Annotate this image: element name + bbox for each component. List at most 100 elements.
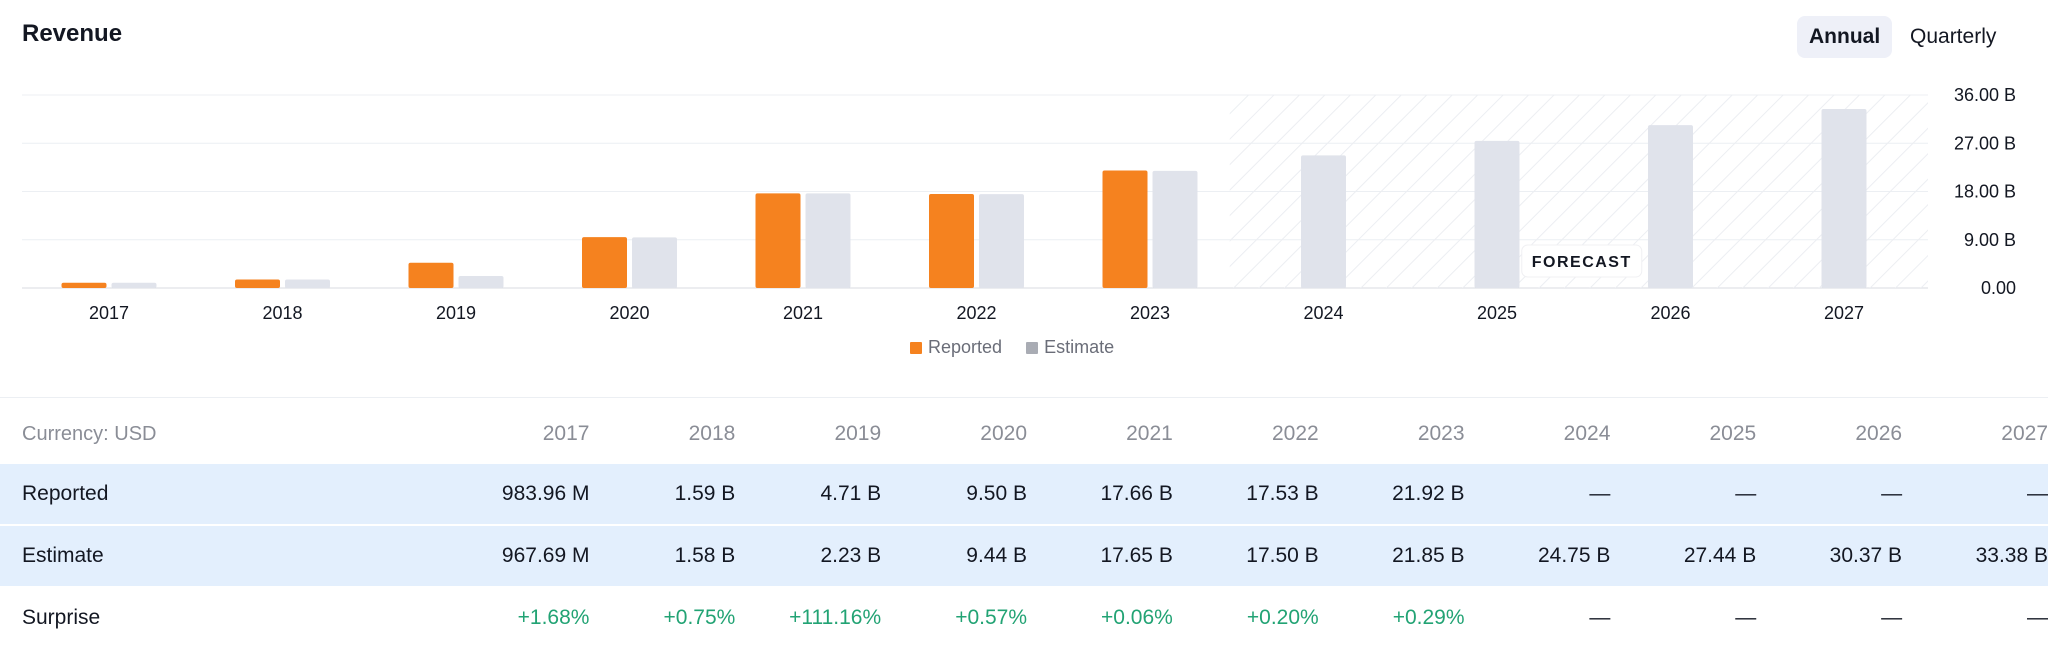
bar-estimate	[1474, 140, 1520, 288]
chart-legend: Reported Estimate	[910, 337, 1114, 358]
x-tick-label: 2024	[1303, 303, 1343, 323]
table-cell: —	[1881, 606, 1903, 629]
table-cell: —	[1735, 606, 1757, 629]
year-header: 2027	[2001, 422, 2048, 445]
table-cell: —	[1589, 606, 1611, 629]
legend-item-reported[interactable]: Reported	[910, 337, 1002, 358]
table-cell: —	[1756, 464, 1903, 526]
year-header: 2021	[1126, 422, 1173, 445]
table-cell: 9.44 B	[881, 525, 1027, 588]
bar-estimate	[632, 237, 677, 288]
bar-estimate	[1648, 125, 1693, 288]
bar-estimate	[111, 282, 157, 288]
table-cell: +0.06%	[1101, 606, 1173, 629]
bar-reported	[929, 194, 974, 288]
x-tick-label: 2026	[1650, 303, 1690, 323]
table-cell: 17.65 B	[1027, 525, 1173, 588]
x-tick-label: 2027	[1824, 303, 1864, 323]
table-cell: +111.16%	[789, 606, 882, 629]
year-header: 2019	[834, 422, 882, 445]
bar-reported	[408, 262, 454, 288]
row-label: Surprise	[22, 606, 101, 629]
forecast-label: FORECAST	[1532, 254, 1632, 271]
table-cell: 30.37 B	[1756, 525, 1903, 588]
page-title: Revenue	[22, 20, 123, 47]
table-cell: +0.20%	[1246, 606, 1319, 629]
quarterly-toggle-button[interactable]: Quarterly	[1910, 25, 1997, 48]
year-header: 2026	[1855, 422, 1903, 445]
bar-reported	[582, 237, 627, 288]
table-header-row: Currency: USD 2017 2018 2019 2020 2021 2…	[0, 398, 2048, 464]
header: Revenue Annual Quarterly	[0, 0, 2048, 70]
table-cell: 2.23 B	[735, 525, 882, 588]
bar-reported	[1102, 170, 1148, 288]
bar-estimate	[458, 276, 504, 288]
table-cell: 24.75 B	[1464, 525, 1611, 588]
y-tick-label: 36.00 B	[1954, 85, 2016, 105]
year-header: 2025	[1709, 422, 1757, 445]
bars	[61, 109, 1867, 288]
y-tick-label: 0.00	[1981, 278, 2016, 298]
currency-label: Currency: USD	[22, 422, 157, 445]
table-cell: 21.85 B	[1318, 525, 1465, 588]
row-label: Reported	[0, 464, 444, 526]
bar-estimate	[979, 194, 1024, 288]
year-header: 2018	[688, 422, 736, 445]
forecast-badge: FORECAST	[1521, 244, 1643, 278]
x-tick-label: 2019	[436, 303, 476, 323]
table-cell: 17.53 B	[1172, 464, 1319, 526]
revenue-table: Currency: USD 2017 2018 2019 2020 2021 2…	[0, 398, 2048, 648]
table-cell: 983.96 M	[443, 464, 590, 526]
table-cell: —	[1902, 464, 2048, 526]
year-header: 2023	[1417, 422, 1465, 445]
legend-item-estimate[interactable]: Estimate	[1026, 337, 1114, 358]
bar-estimate	[1821, 109, 1867, 288]
x-tick-label: 2017	[89, 303, 129, 323]
table-cell: —	[1610, 464, 1757, 526]
bar-estimate	[805, 193, 851, 288]
legend-label-estimate: Estimate	[1044, 337, 1115, 357]
table-cell: 4.71 B	[735, 464, 882, 526]
bar-reported	[235, 279, 280, 288]
annual-toggle-button[interactable]: Annual	[1797, 16, 1893, 58]
table-cell: +0.57%	[955, 606, 1027, 629]
x-tick-label: 2018	[262, 303, 302, 323]
bar-reported	[61, 282, 107, 288]
year-header: 2020	[980, 422, 1027, 445]
reported-swatch	[910, 341, 922, 354]
y-tick-label: 27.00 B	[1954, 133, 2016, 153]
y-tick-label: 9.00 B	[1964, 230, 2016, 250]
table-cell: —	[1464, 464, 1611, 526]
x-tick-label: 2020	[609, 303, 649, 323]
section-divider	[0, 397, 2048, 398]
table-cell: 967.69 M	[443, 525, 590, 588]
x-tick-label: 2022	[956, 303, 996, 323]
year-header: 2017	[542, 422, 590, 445]
table-cell: 17.50 B	[1172, 525, 1319, 588]
bar-estimate	[1152, 170, 1198, 288]
y-tick-label: 18.00 B	[1954, 182, 2016, 202]
table-row-surprise[interactable]: Surprise +1.68% +0.75% +111.16% +0.57% +…	[0, 587, 2048, 648]
year-header: 2024	[1563, 422, 1611, 445]
x-tick-label: 2025	[1477, 303, 1517, 323]
table-cell: 1.58 B	[589, 525, 736, 588]
table-cell: +0.75%	[663, 606, 736, 629]
table-cell: —	[2027, 606, 2048, 629]
row-label: Estimate	[0, 525, 444, 588]
table-cell: 33.38 B	[1902, 525, 2048, 588]
table-row-estimate[interactable]: Estimate 967.69 M 1.58 B 2.23 B 9.44 B 1…	[0, 525, 2048, 588]
table-cell: 27.44 B	[1610, 525, 1757, 588]
revenue-bar-chart: 2017 2018 2019 2020 2021 2022 2023 2024 2025 2026…	[22, 85, 2016, 323]
year-header: 2022	[1271, 422, 1319, 445]
bar-estimate	[1301, 155, 1346, 288]
y-axis-labels: 36.00 B 27.00 B 18.00 B 9.00 B 0.00	[1954, 85, 2016, 298]
table-cell: 17.66 B	[1027, 464, 1173, 526]
table-cell: 21.92 B	[1318, 464, 1465, 526]
table-cell: 1.59 B	[589, 464, 736, 526]
table-cell: 9.50 B	[881, 464, 1027, 526]
table-row-reported[interactable]: Reported 983.96 M 1.59 B 4.71 B 9.50 B 1…	[0, 464, 2048, 526]
bar-estimate	[285, 279, 330, 288]
x-tick-label: 2021	[783, 303, 823, 323]
x-tick-label: 2023	[1130, 303, 1170, 323]
estimate-swatch	[1026, 341, 1039, 354]
